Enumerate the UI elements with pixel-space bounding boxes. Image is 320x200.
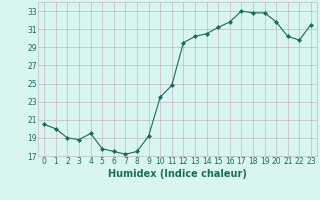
X-axis label: Humidex (Indice chaleur): Humidex (Indice chaleur) (108, 169, 247, 179)
